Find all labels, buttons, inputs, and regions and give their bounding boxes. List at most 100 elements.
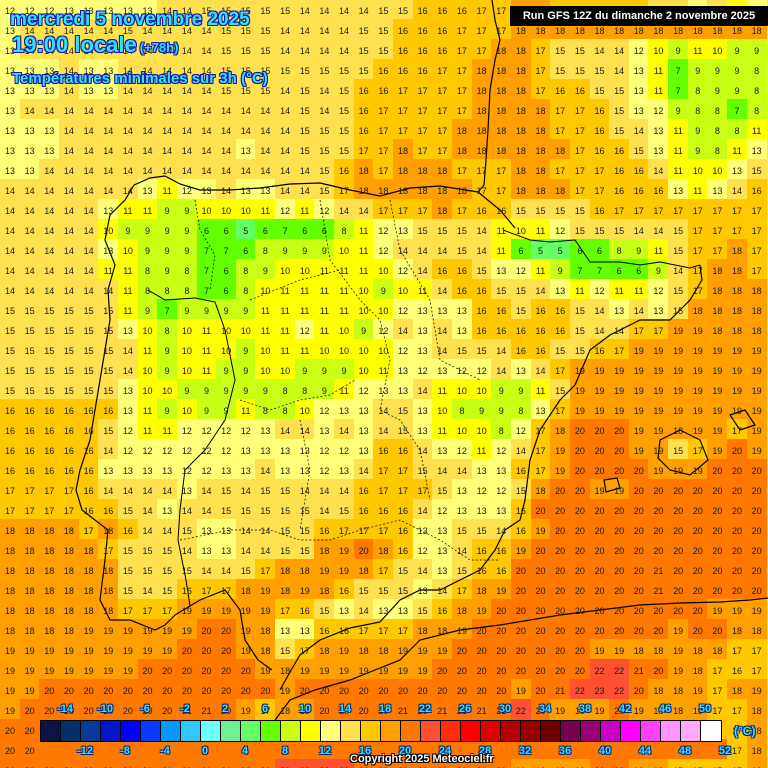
temperature-value: 9 (223, 406, 229, 416)
temperature-value: 15 (358, 66, 369, 76)
legend-swatch (641, 721, 661, 741)
temperature-value: 18 (24, 526, 35, 536)
temperature-value: 19 (633, 366, 644, 376)
temperature-value: 12 (496, 486, 507, 496)
legend-tick-bottom: 4 (241, 745, 249, 757)
temperature-value: 14 (594, 326, 605, 336)
legend-tick-top: 22 (418, 703, 432, 715)
date-title: mercredi 5 novembre 2025 (10, 9, 250, 30)
temperature-value: 14 (103, 126, 114, 136)
temperature-value: 18 (83, 606, 94, 616)
temperature-value: 19 (692, 686, 703, 696)
field-cell (668, 99, 689, 120)
temperature-value: 20 (673, 486, 684, 496)
temperature-value: 22 (614, 666, 625, 676)
temperature-value: 15 (260, 86, 271, 96)
legend-swatch (541, 721, 561, 741)
temperature-value: 18 (299, 566, 310, 576)
temperature-value: 16 (476, 566, 487, 576)
temperature-value: 10 (240, 206, 251, 216)
temperature-value: 12 (122, 426, 133, 436)
temperature-value: 14 (633, 226, 644, 236)
legend-swatch (301, 721, 321, 741)
temperature-value: 18 (437, 186, 448, 196)
temperature-value: 19 (103, 626, 114, 636)
temperature-value: 14 (221, 126, 232, 136)
temperature-value: 19 (594, 366, 605, 376)
temperature-value: 16 (437, 606, 448, 616)
temperature-value: 20 (692, 526, 703, 536)
temperature-value: 9 (203, 306, 209, 316)
temperature-value: 15 (339, 126, 350, 136)
legend-tick-top: 18 (378, 703, 392, 715)
temperature-value: 18 (44, 606, 55, 616)
temperature-value: 12 (417, 546, 428, 556)
field-cell (58, 59, 80, 80)
field-cell (216, 139, 237, 160)
temperature-value: 11 (280, 326, 290, 336)
temperature-value: 20 (614, 606, 625, 616)
field-cell (19, 19, 41, 40)
temperature-value: 14 (103, 166, 114, 176)
field-cell (451, 19, 473, 40)
field-cell (39, 0, 60, 20)
temperature-value: 20 (633, 606, 644, 616)
field-cell (157, 99, 178, 120)
temperature-value: 19 (260, 666, 271, 676)
temperature-value: 18 (378, 646, 389, 656)
temperature-value: 11 (123, 286, 133, 296)
temperature-value: 11 (162, 426, 172, 436)
temperature-value: 9 (243, 366, 249, 376)
field-cell (0, 79, 21, 100)
temperature-value: 20 (633, 506, 644, 516)
field-cell (687, 59, 709, 80)
temperature-value: 6 (223, 266, 229, 276)
temperature-value: 17 (496, 166, 507, 176)
temperature-value: 9 (302, 366, 308, 376)
temperature-value: 13 (397, 386, 408, 396)
temperature-value: 11 (123, 306, 133, 316)
temperature-value: 19 (614, 366, 625, 376)
temperature-value: 13 (162, 506, 173, 516)
temperature-value: 17 (378, 146, 389, 156)
temperature-value: 16 (24, 446, 35, 456)
temperature-value: 18 (240, 586, 251, 596)
temperature-value: 18 (574, 26, 585, 36)
temperature-value: 14 (4, 246, 15, 256)
temperature-value: 17 (456, 166, 467, 176)
legend-tick-bottom: 8 (281, 745, 289, 757)
field-cell (393, 119, 414, 140)
temperature-value: 20 (535, 606, 546, 616)
temperature-value: 20 (751, 526, 762, 536)
temperature-value: 9 (321, 386, 327, 396)
temperature-value: 11 (260, 206, 271, 216)
legend-tick-bottom: 52 (718, 745, 732, 757)
temperature-value: 11 (280, 306, 290, 316)
temperature-value: 19 (103, 666, 114, 676)
temperature-value: 14 (63, 226, 74, 236)
temperature-value: 14 (103, 106, 114, 116)
temperature-value: 17 (397, 126, 408, 136)
temperature-value: 9 (203, 406, 209, 416)
temperature-value: 19 (692, 386, 703, 396)
field-cell (117, 59, 139, 80)
temperature-value: 18 (24, 626, 35, 636)
temperature-value: 17 (751, 266, 762, 276)
temperature-value: 10 (358, 286, 369, 296)
temperature-value: 20 (299, 686, 310, 696)
field-cell (275, 79, 296, 100)
temperature-value: 10 (181, 326, 192, 336)
temperature-value: 19 (633, 406, 644, 416)
temperature-value: 15 (555, 46, 566, 56)
field-cell (255, 139, 277, 160)
field-cell (393, 19, 414, 40)
temperature-value: 13 (417, 306, 428, 316)
field-cell (569, 79, 591, 100)
temperature-value: 20 (515, 626, 526, 636)
field-cell (117, 99, 139, 120)
legend-swatch (441, 721, 461, 741)
temperature-value: 10 (280, 266, 291, 276)
temperature-value: 18 (63, 546, 74, 556)
temperature-value: 20 (103, 686, 114, 696)
temperature-value: 14 (339, 46, 350, 56)
